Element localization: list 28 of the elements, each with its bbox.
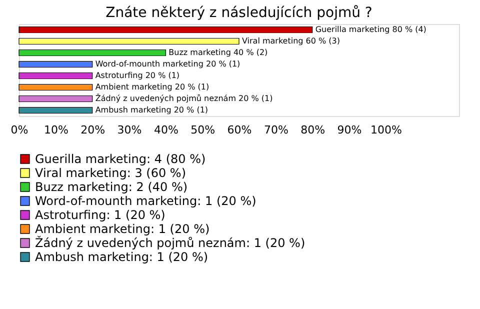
legend-label: Žádný z uvedených pojmů neznám: 1 (20 %): [35, 235, 306, 250]
legend-label: Viral marketing: 3 (60 %): [35, 166, 186, 180]
legend-label: Guerilla marketing: 4 (80 %): [35, 152, 206, 166]
x-tick-label: 0%: [10, 124, 28, 136]
data-label: Ambush marketing 20 % (1): [95, 105, 208, 114]
data-label: Žádný z uvedených pojmů neznám 20 % (1): [95, 92, 273, 103]
x-tick-label: 10%: [44, 124, 68, 136]
x-tick-label: 70%: [264, 124, 288, 136]
x-tick-label: 90%: [337, 124, 362, 136]
legend-label: Word-of-mounth marketing: 1 (20 %): [35, 194, 256, 208]
chart-title: Znáte některý z následujících pojmů ?: [106, 5, 372, 21]
legend-label: Ambush marketing: 1 (20 %): [35, 250, 208, 264]
legend-label: Ambient marketing: 1 (20 %): [35, 222, 210, 236]
x-tick-label: 20%: [80, 124, 106, 136]
x-tick-label: 30%: [117, 124, 142, 136]
data-label: Viral marketing 60 % (3): [242, 36, 340, 46]
data-label: Guerilla marketing 80 % (4): [315, 24, 426, 34]
data-label: Buzz marketing 40 % (2): [168, 48, 268, 57]
legend-label: Astroturfing: 1 (20 %): [35, 208, 166, 222]
x-tick-label: 50%: [190, 124, 216, 136]
x-tick-label: 80%: [300, 124, 326, 136]
x-tick-label: 100%: [370, 124, 402, 136]
legend-label: Buzz marketing: 2 (40 %): [35, 180, 188, 194]
data-label: Astroturfing 20 % (1): [95, 70, 180, 80]
data-label: Ambient marketing 20 % (1): [95, 82, 210, 92]
data-label: Word-of-mounth marketing 20 % (1): [95, 59, 240, 68]
x-tick-label: 40%: [154, 124, 178, 136]
x-tick-label: 60%: [227, 124, 252, 136]
